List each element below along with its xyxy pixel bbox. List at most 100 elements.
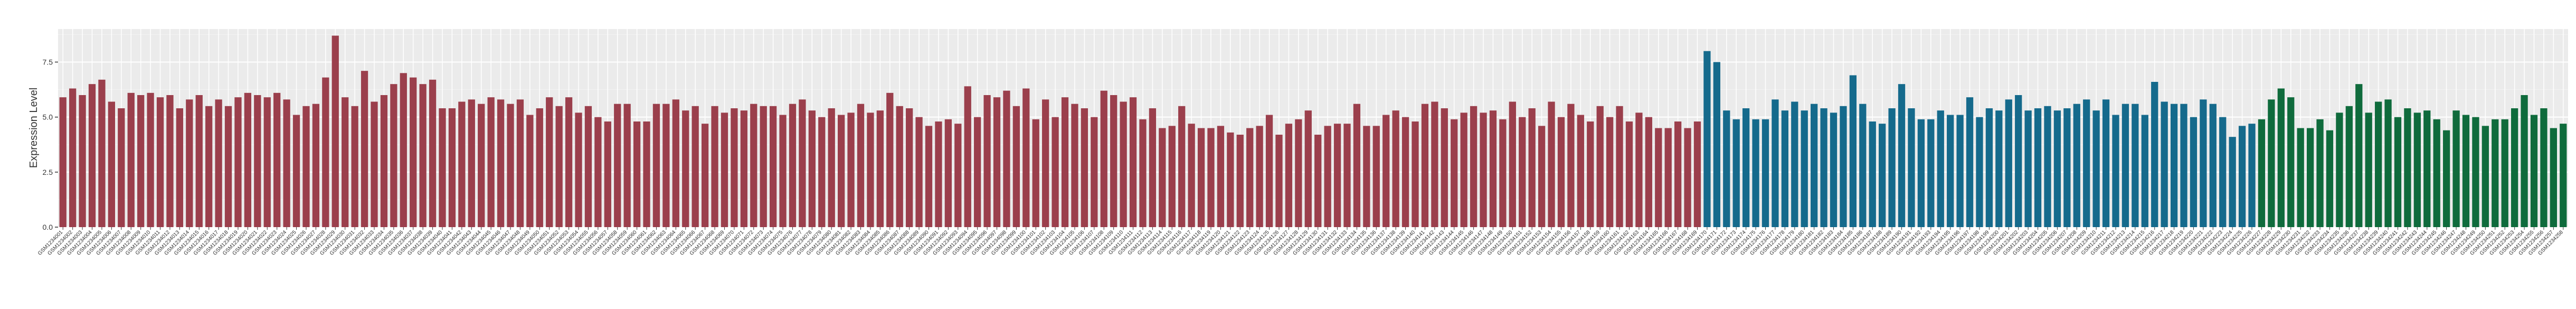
bar — [1713, 62, 1720, 227]
bar — [147, 92, 154, 227]
bar — [1139, 119, 1147, 227]
bar — [1772, 99, 1779, 227]
bar — [1061, 97, 1069, 227]
bar — [1081, 108, 1088, 227]
bar — [1227, 132, 1234, 227]
bar — [1217, 126, 1225, 227]
bar — [312, 104, 320, 227]
bar — [2384, 99, 2392, 227]
bar — [750, 104, 757, 227]
bar — [458, 101, 466, 227]
bar — [993, 97, 1001, 227]
bar — [692, 106, 699, 227]
bar — [2141, 115, 2148, 227]
bar — [1664, 128, 1672, 227]
bar — [633, 121, 641, 227]
bar — [2365, 113, 2372, 227]
bar — [429, 79, 437, 227]
bar — [1528, 108, 1536, 227]
bar — [1703, 51, 1711, 228]
bar — [371, 101, 378, 227]
bar — [2258, 119, 2266, 227]
bar — [332, 35, 339, 227]
bar — [1625, 121, 1633, 227]
bar — [2442, 130, 2450, 227]
bar — [604, 121, 611, 227]
bar — [322, 77, 329, 228]
bar — [195, 95, 203, 227]
bar — [2190, 117, 2198, 227]
bar — [1538, 126, 1546, 227]
y-axis-label: Expression Level — [28, 88, 40, 168]
bar — [186, 99, 193, 227]
bar — [1976, 117, 1983, 227]
y-tick-label: 7.5 — [43, 58, 53, 67]
bar — [2394, 117, 2402, 227]
bar — [2200, 99, 2207, 227]
bar — [468, 99, 475, 227]
bar — [2374, 101, 2382, 227]
bar — [2277, 88, 2285, 227]
bar — [2413, 113, 2421, 227]
x-axis-tick-labels: GSM1234001GSM1234002GSM1234003GSM1234004… — [37, 227, 2564, 257]
bar — [896, 106, 903, 227]
bar — [2404, 108, 2411, 227]
y-tick-label: 2.5 — [43, 168, 53, 176]
bar — [2161, 101, 2168, 227]
bar — [1188, 124, 1195, 227]
bar — [1431, 101, 1438, 227]
bar — [2209, 104, 2217, 227]
bar — [575, 113, 582, 227]
bar — [2005, 99, 2012, 227]
bar — [2355, 84, 2363, 228]
bar — [1606, 117, 1614, 227]
bar — [1159, 128, 1166, 227]
bar — [1441, 108, 1448, 227]
bar — [215, 99, 222, 227]
bar — [283, 99, 290, 227]
bar — [69, 88, 77, 227]
bar — [526, 115, 534, 227]
bar — [2180, 104, 2187, 227]
bar — [1567, 104, 1575, 227]
bar — [1966, 97, 1974, 227]
bar — [1363, 126, 1370, 227]
bar — [906, 108, 913, 227]
bar — [964, 86, 971, 227]
bar — [1577, 115, 1584, 227]
bar — [740, 110, 747, 227]
bar — [2229, 137, 2236, 227]
bar — [497, 99, 505, 227]
bar — [974, 117, 981, 227]
bar — [614, 104, 621, 227]
bar — [1655, 128, 1662, 227]
bar — [166, 95, 174, 227]
bar — [419, 84, 427, 228]
bar — [224, 106, 232, 227]
bar — [1879, 124, 1886, 227]
bar — [1052, 117, 1059, 227]
bar — [400, 73, 407, 227]
bar — [2336, 113, 2343, 227]
bar — [351, 106, 358, 227]
bar — [273, 92, 281, 227]
bar — [672, 99, 679, 227]
bar — [1401, 117, 1409, 227]
bar — [1480, 113, 1487, 227]
bar — [2521, 95, 2528, 227]
bar — [1392, 110, 1399, 227]
bar — [2452, 110, 2460, 227]
bar — [1295, 119, 1302, 227]
bar — [760, 106, 767, 227]
bar — [137, 95, 145, 227]
bar — [1265, 115, 1273, 227]
bar — [1460, 113, 1467, 227]
bar — [1285, 124, 1293, 227]
bar — [2151, 82, 2158, 227]
bar — [1489, 110, 1497, 227]
bar — [1451, 119, 1458, 227]
bar — [954, 124, 962, 227]
bar — [2482, 126, 2489, 227]
bar — [818, 117, 826, 227]
bar — [478, 104, 485, 227]
